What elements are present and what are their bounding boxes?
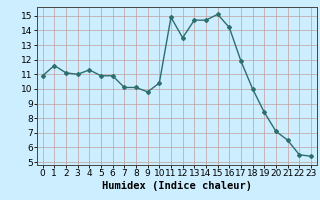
X-axis label: Humidex (Indice chaleur): Humidex (Indice chaleur) — [102, 181, 252, 191]
